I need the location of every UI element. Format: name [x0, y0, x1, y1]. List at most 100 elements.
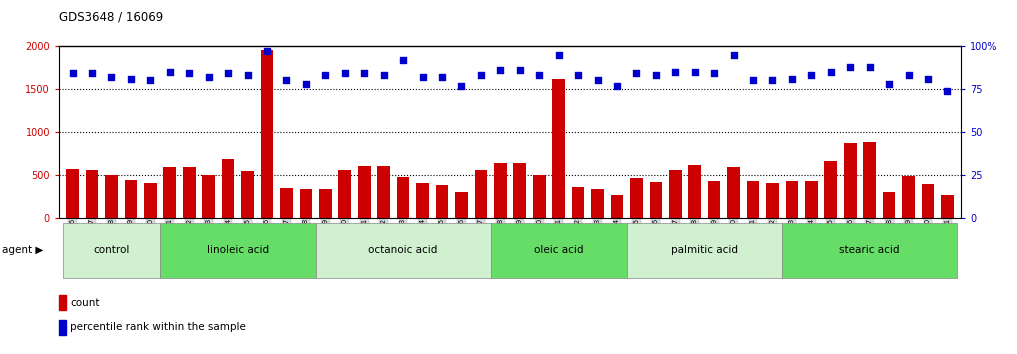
- Bar: [202, 175, 215, 218]
- Bar: [626, 223, 782, 278]
- Bar: [241, 171, 254, 218]
- Bar: [941, 195, 954, 218]
- Bar: [160, 223, 315, 278]
- Bar: [105, 175, 118, 218]
- Point: [920, 76, 937, 81]
- Point: [550, 52, 566, 57]
- Bar: [863, 142, 876, 218]
- Bar: [552, 79, 565, 218]
- Point: [239, 72, 255, 78]
- Point: [823, 69, 839, 75]
- Point: [123, 76, 139, 81]
- Point: [375, 72, 392, 78]
- Point: [337, 71, 353, 76]
- Bar: [455, 192, 468, 218]
- Text: control: control: [94, 245, 129, 256]
- Point: [454, 83, 470, 88]
- Point: [803, 72, 820, 78]
- Point: [356, 71, 372, 76]
- Bar: [260, 50, 274, 218]
- Bar: [63, 223, 160, 278]
- Point: [570, 72, 586, 78]
- Bar: [59, 295, 66, 310]
- Bar: [746, 181, 760, 218]
- Bar: [416, 183, 429, 218]
- Point: [473, 72, 489, 78]
- Bar: [921, 184, 935, 218]
- Point: [298, 81, 314, 87]
- Bar: [280, 188, 293, 218]
- Bar: [475, 171, 487, 218]
- Point: [842, 64, 858, 69]
- Text: linoleic acid: linoleic acid: [206, 245, 268, 256]
- Point: [434, 74, 451, 80]
- Bar: [164, 167, 176, 218]
- Point: [104, 74, 120, 80]
- Point: [395, 57, 411, 63]
- Bar: [490, 223, 626, 278]
- Text: stearic acid: stearic acid: [839, 245, 900, 256]
- Bar: [85, 170, 99, 218]
- Text: agent ▶: agent ▶: [2, 245, 44, 256]
- Point: [492, 67, 508, 73]
- Bar: [766, 183, 779, 218]
- Point: [181, 71, 197, 76]
- Bar: [805, 181, 818, 218]
- Bar: [300, 189, 312, 218]
- Bar: [358, 166, 370, 218]
- Point: [900, 72, 916, 78]
- Bar: [650, 182, 662, 218]
- Bar: [782, 223, 957, 278]
- Point: [414, 74, 430, 80]
- Point: [279, 78, 295, 83]
- Point: [881, 81, 897, 87]
- Bar: [66, 169, 79, 218]
- Bar: [825, 161, 837, 218]
- Bar: [844, 143, 856, 218]
- Bar: [59, 320, 66, 335]
- Point: [686, 69, 703, 75]
- Bar: [631, 178, 643, 218]
- Bar: [397, 177, 410, 218]
- Bar: [339, 171, 351, 218]
- Bar: [125, 180, 137, 218]
- Text: oleic acid: oleic acid: [534, 245, 584, 256]
- Bar: [514, 163, 526, 218]
- Point: [220, 71, 236, 76]
- Point: [765, 78, 781, 83]
- Point: [706, 71, 722, 76]
- Point: [200, 74, 217, 80]
- Point: [162, 69, 178, 75]
- Point: [667, 69, 683, 75]
- Bar: [708, 181, 720, 218]
- Bar: [572, 187, 585, 218]
- Bar: [494, 163, 506, 218]
- Bar: [883, 192, 895, 218]
- Point: [784, 76, 800, 81]
- Bar: [183, 167, 195, 218]
- Point: [64, 71, 80, 76]
- Point: [648, 72, 664, 78]
- Text: GDS3648 / 16069: GDS3648 / 16069: [59, 10, 164, 23]
- Point: [531, 72, 547, 78]
- Point: [629, 71, 645, 76]
- Bar: [785, 181, 798, 218]
- Bar: [377, 166, 390, 218]
- Bar: [610, 195, 623, 218]
- Point: [317, 72, 334, 78]
- Bar: [669, 170, 681, 218]
- Point: [512, 67, 528, 73]
- Text: count: count: [70, 298, 100, 308]
- Bar: [689, 165, 701, 218]
- Bar: [591, 189, 604, 218]
- Bar: [315, 223, 490, 278]
- Bar: [435, 185, 448, 218]
- Point: [609, 83, 625, 88]
- Bar: [727, 167, 740, 218]
- Point: [725, 52, 741, 57]
- Bar: [222, 159, 235, 218]
- Point: [590, 78, 606, 83]
- Text: palmitic acid: palmitic acid: [671, 245, 738, 256]
- Point: [744, 78, 761, 83]
- Bar: [144, 183, 157, 218]
